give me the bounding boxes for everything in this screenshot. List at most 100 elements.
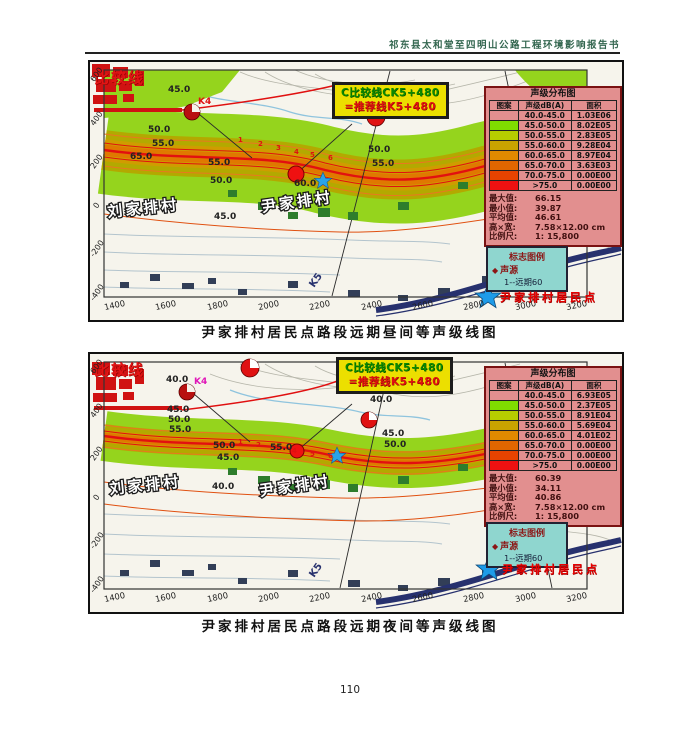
- annotation-line1: C比较线CK5+480: [345, 362, 444, 374]
- legend-range: >75.0: [518, 180, 572, 191]
- legend-row: 65.0-70.0 0.00E00: [489, 440, 618, 451]
- stat-label: 最小值:: [489, 202, 518, 213]
- svg-text:1: 1: [238, 438, 243, 446]
- svg-text:55.0: 55.0: [372, 159, 394, 169]
- legend-row: 50.0-55.0 2.83E05: [489, 130, 618, 141]
- annotation-line2: =推荐线K5+480: [348, 375, 441, 388]
- svg-text:50.0: 50.0: [213, 441, 235, 451]
- legend-row: 70.0-75.0 0.00E00: [489, 170, 618, 181]
- legend-range: 65.0-70.0: [518, 160, 572, 171]
- stationing-annotation: C比较线CK5+480 =推荐线K5+480: [336, 357, 453, 395]
- stat-row: 平均值: 46.61: [489, 213, 617, 223]
- legend-range: 55.0-60.0: [518, 140, 572, 151]
- x-axis-tick: 2400: [359, 297, 383, 313]
- route-bar: [94, 108, 182, 112]
- marker-legend-title: 标志图例: [508, 529, 545, 539]
- legend-column-header: 面积: [570, 100, 618, 111]
- stat-row: 比例尺: 1: 15,800: [489, 232, 617, 242]
- y-axis-tick: 0: [91, 492, 103, 502]
- svg-text:50.0: 50.0: [384, 440, 406, 450]
- legend-color-swatch: [489, 120, 519, 131]
- x-axis-tick: 1400: [103, 297, 126, 313]
- legend-range: 60.0-65.0: [518, 430, 572, 441]
- svg-text:55.0: 55.0: [169, 425, 191, 435]
- legend-column-header: 声级dB(A): [518, 100, 572, 111]
- legend-area: 2.83E05: [570, 130, 618, 141]
- marker-legend-title: 标志图例: [508, 253, 545, 263]
- x-axis-tick: 2800: [462, 297, 486, 313]
- legend-range: 40.0-45.0: [518, 390, 572, 401]
- y-axis-tick: 0: [91, 200, 103, 210]
- y-axis-tick: -200: [88, 530, 106, 551]
- legend-color-swatch: [489, 140, 519, 151]
- legend-area: 9.28E04: [570, 140, 618, 151]
- stat-label: 最大值:: [489, 193, 518, 203]
- legend-range: 55.0-60.0: [518, 420, 572, 431]
- sound-source-marker: [287, 165, 305, 183]
- x-axis-tick: 1800: [205, 589, 229, 605]
- y-axis: 600 400 200 0 -200 -400: [88, 358, 106, 595]
- annotation-line2: =推荐线K5+480: [344, 100, 437, 113]
- stat-value: 46.61: [535, 212, 562, 223]
- stat-row: 比例尺: 1: 15,800: [489, 512, 617, 522]
- legend-color-swatch: [489, 450, 519, 461]
- x-axis: 1400 1600 1800 2000 2200 2400 2600 2800 3000 3200: [103, 589, 588, 605]
- svg-text:6: 6: [328, 154, 333, 162]
- legend-area: 8.02E05: [570, 120, 618, 131]
- legend-area: 0.00E00: [570, 440, 618, 451]
- legend-stats: 最大值: 66.15 最小值: 39.87 平均值: 46.61 高×: [489, 193, 617, 242]
- route-bar: [94, 406, 182, 410]
- stat-value: 66.15: [535, 193, 562, 203]
- svg-text:45.0: 45.0: [214, 212, 236, 222]
- legend-stats: 最大值: 60.39 最小值: 34.11 平均值: 40.86 高×: [489, 473, 617, 522]
- stat-value: 40.86: [535, 492, 562, 503]
- stat-label: 比例尺:: [489, 231, 518, 242]
- legend-row: 60.0-65.0 8.97E04: [489, 150, 618, 161]
- noise-map-nighttime: 1 2 3 4 5 6 40.0 45.0 50.0 55.0 50.0 45.…: [88, 352, 624, 614]
- y-axis-tick: 200: [88, 152, 106, 171]
- k4-label: K4: [198, 97, 211, 107]
- stationing-annotation: C比较线CK5+480 =推荐线K5+480: [332, 82, 449, 120]
- poi-label: 尹家排村居民点: [502, 563, 600, 576]
- svg-text:55.0: 55.0: [270, 443, 292, 453]
- stat-value: 39.87: [535, 202, 562, 213]
- svg-text:60.0: 60.0: [294, 179, 316, 189]
- figure-caption-day: 尹家排村居民点路段远期昼间等声级线图: [201, 325, 499, 341]
- marker-legend-item: ◆ 声源: [492, 542, 519, 552]
- stat-value: 34.11: [535, 482, 562, 493]
- page-number: 110: [339, 684, 361, 696]
- svg-text:2: 2: [258, 140, 263, 148]
- svg-text:50.0: 50.0: [210, 176, 232, 186]
- legend-area: 0.00E00: [570, 450, 618, 461]
- marker-legend-item: ◆ 声源: [492, 266, 519, 276]
- noise-map-daytime: 1 2 3 4 5 6 45.0 50.0 55.0 65.0 55.0 50.…: [88, 60, 624, 322]
- legend-row: >75.0 0.00E00: [489, 180, 618, 191]
- x-axis-tick: 1600: [154, 297, 178, 313]
- legend-color-swatch: [489, 460, 519, 471]
- legend-row: 45.0-50.0 8.02E05: [489, 120, 618, 131]
- legend-range: 50.0-55.0: [518, 130, 572, 141]
- stat-row: 最小值: 34.11: [489, 482, 617, 494]
- legend-range: 50.0-55.0: [518, 410, 572, 421]
- svg-text:40.0: 40.0: [370, 395, 392, 405]
- legend-range: 70.0-75.0: [518, 450, 572, 461]
- legend-color-swatch: [489, 130, 519, 141]
- stat-row: 最小值: 39.87: [489, 202, 617, 214]
- figure-caption-night: 尹家排村居民点路段远期夜间等声级线图: [201, 619, 499, 635]
- legend-color-swatch: [489, 440, 519, 451]
- x-axis-tick: 2200: [308, 297, 332, 313]
- legend-table: 图案 声级dB(A) 面积 40.0-45.0 6.93E05 45.0-50.0: [489, 380, 618, 471]
- stat-value: 1: 15,800: [535, 231, 579, 242]
- svg-text:50.0: 50.0: [148, 125, 170, 135]
- legend-row: 70.0-75.0 0.00E00: [489, 450, 618, 461]
- svg-text:2: 2: [256, 441, 261, 449]
- legend-row: 40.0-45.0 1.03E06: [489, 110, 618, 121]
- legend-row: 45.0-50.0 2.37E05: [489, 400, 618, 411]
- y-axis-tick: -200: [88, 238, 106, 259]
- svg-text:5: 5: [310, 151, 315, 159]
- diamond-icon: ◆: [492, 266, 499, 275]
- svg-text:55.0: 55.0: [152, 139, 174, 149]
- legend-row: 55.0-60.0 9.28E04: [489, 140, 618, 151]
- legend-area: 5.69E04: [570, 420, 618, 431]
- village-blocks-red: [92, 362, 144, 402]
